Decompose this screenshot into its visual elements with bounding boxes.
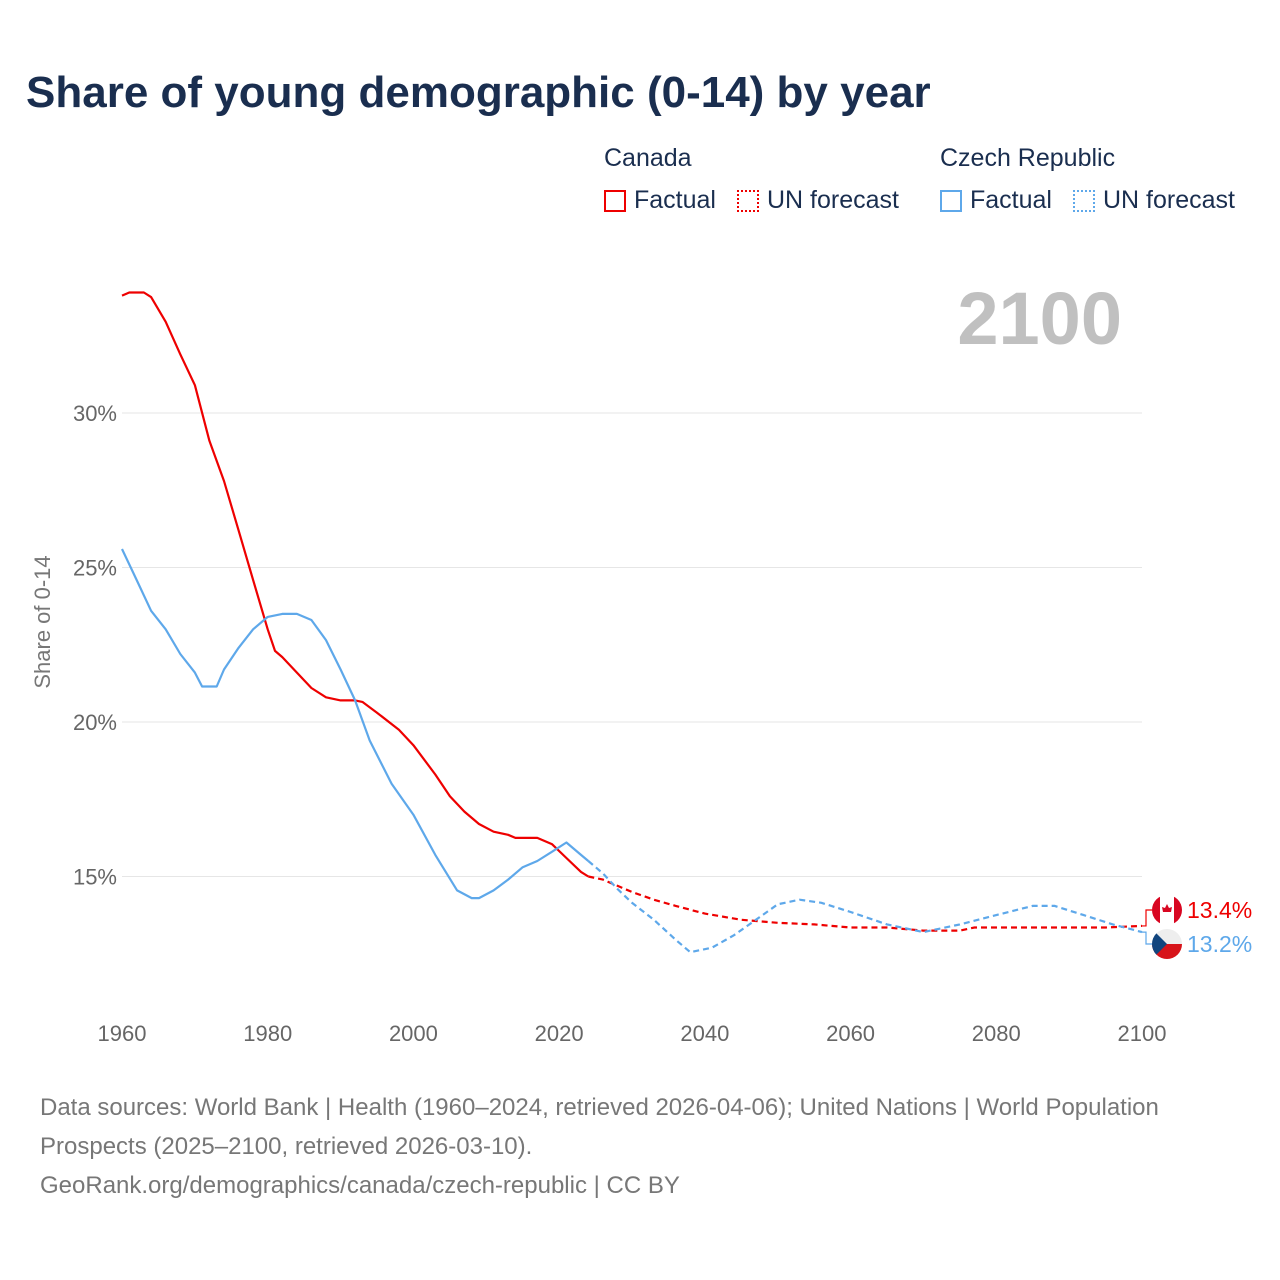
y-axis-label: Share of 0-14 (30, 555, 55, 688)
legend-canada-forecast[interactable]: UN forecast (737, 186, 899, 215)
y-tick-label: 15% (73, 865, 117, 890)
dotted-swatch-icon (1073, 189, 1095, 212)
footer: Data sources: World Bank | Health (1960–… (40, 1088, 1160, 1205)
solid-swatch-icon (604, 189, 626, 212)
line-chart: Share of 0-14 15% 20% 25% 30% 1960 1980 2000 20… (30, 291, 1252, 1046)
legend-label: Factual (970, 186, 1052, 214)
x-tick-label: 2040 (680, 1021, 729, 1046)
legend-czech-factual[interactable]: Factual (940, 186, 1052, 215)
legend-group-canada: Canada (604, 144, 692, 172)
maple-leaf-icon (1162, 904, 1172, 912)
flag-red-right (1174, 895, 1182, 925)
y-tick-label: 20% (73, 710, 117, 735)
source-link[interactable]: GeoRank.org/demographics/canada/czech-re… (40, 1172, 680, 1199)
canada-factual-line (121, 291, 589, 878)
canada-end-value-label: 13.4% (1187, 897, 1252, 923)
x-tick-label: 2080 (972, 1021, 1021, 1046)
legend-label: Factual (634, 186, 716, 214)
legend-label: UN forecast (767, 186, 899, 214)
chart-title: Share of young demographic (0-14) by yea… (26, 68, 931, 117)
x-tick-label: 1960 (98, 1021, 147, 1046)
czech-republic-leader-line (1142, 931, 1152, 945)
current-year-label: 2100 (957, 277, 1122, 360)
flag-body (1152, 929, 1182, 959)
solid-swatch-icon (940, 189, 962, 212)
czech-republic-flag-icon (1152, 929, 1182, 959)
flag-blue (1152, 929, 1167, 959)
x-tick-label: 2000 (389, 1021, 438, 1046)
x-tick-label: 1980 (243, 1021, 292, 1046)
legend-czech-forecast[interactable]: UN forecast (1073, 186, 1235, 215)
flag-body (1152, 895, 1182, 925)
canada-leader-line (1142, 909, 1152, 927)
flag-red-left (1152, 895, 1160, 925)
data-sources: Data sources: World Bank | Health (1960–… (40, 1094, 1159, 1160)
y-tick-label: 25% (73, 556, 117, 581)
canada-forecast-line (588, 875, 1143, 932)
y-tick-label: 30% (73, 401, 117, 426)
czech-republic-factual-line (121, 548, 590, 900)
dotted-swatch-icon (737, 189, 759, 212)
czech-republic-forecast-line (587, 860, 1143, 954)
czech-republic-end-value-label: 13.2% (1187, 931, 1252, 957)
x-tick-label: 2020 (535, 1021, 584, 1046)
legend-group-czech: Czech Republic (940, 144, 1116, 172)
legend-label: UN forecast (1103, 186, 1235, 214)
x-tick-label: 2060 (826, 1021, 875, 1046)
canada-flag-icon (1152, 895, 1182, 925)
legend-canada-factual[interactable]: Factual (604, 186, 716, 215)
x-tick-label: 2100 (1118, 1021, 1167, 1046)
